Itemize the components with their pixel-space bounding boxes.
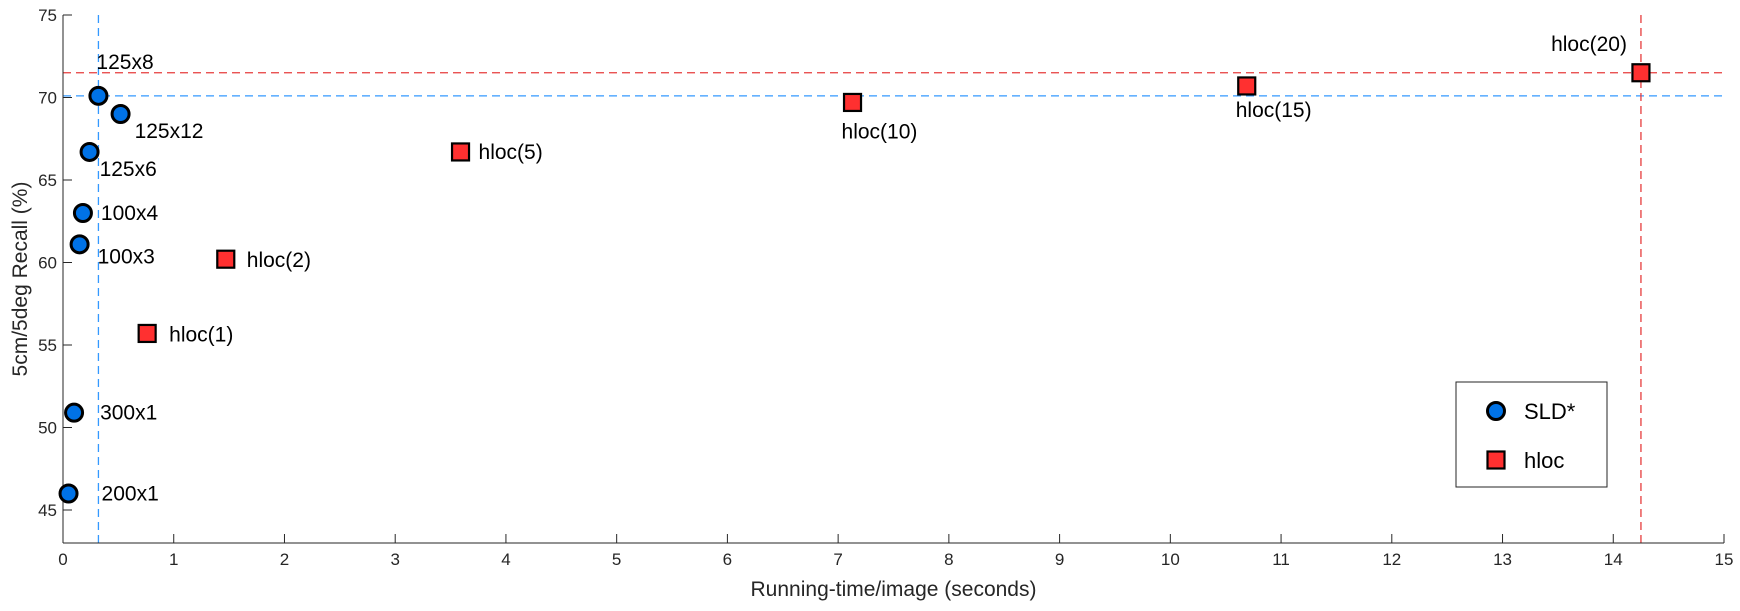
x-tick-label-5: 5: [612, 550, 621, 569]
point-hloc-2: [216, 249, 236, 269]
point-label-300x1: 300x1: [100, 402, 157, 425]
point-label-125x6: 125x6: [100, 158, 157, 181]
x-tick-label-14: 14: [1604, 550, 1623, 569]
point-125x6: [79, 141, 100, 162]
x-tick-label-2: 2: [280, 550, 289, 569]
point-label-hloc-10: hloc(10): [842, 120, 918, 143]
point-300x1: [64, 402, 85, 423]
x-tick-label-1: 1: [169, 550, 178, 569]
point-label-hloc-5: hloc(5): [479, 141, 543, 164]
point-hloc-5: [450, 142, 471, 162]
x-tick-label-12: 12: [1382, 550, 1401, 569]
y-tick-label-60: 60: [38, 254, 57, 273]
x-tick-label-10: 10: [1161, 550, 1180, 569]
point-label-125x8: 125x8: [96, 51, 153, 74]
x-axis-title: Running-time/image (seconds): [751, 578, 1037, 601]
x-tick-label-11: 11: [1272, 550, 1290, 569]
x-tick-label-13: 13: [1493, 550, 1512, 569]
point-hloc-15: [1237, 76, 1257, 96]
x-tick-label-6: 6: [723, 550, 732, 569]
point-100x4: [72, 203, 93, 223]
x-tick-label-9: 9: [1055, 550, 1064, 569]
point-hloc-10: [842, 92, 863, 113]
legend-marker-0: [1486, 401, 1506, 421]
point-label-hloc-15: hloc(15): [1236, 99, 1312, 122]
legend-marker-1: [1486, 450, 1506, 470]
y-tick-label-45: 45: [38, 501, 57, 520]
y-axis-title: 5cm/5deg Recall (%): [9, 182, 32, 377]
point-label-hloc-1: hloc(1): [169, 323, 233, 346]
x-tick-label-15: 15: [1715, 550, 1734, 569]
point-hloc-1: [137, 323, 157, 344]
x-tick-label-7: 7: [833, 550, 842, 569]
legend-box: [1455, 381, 1608, 488]
y-tick-label-55: 55: [38, 336, 57, 355]
point-100x3: [69, 234, 90, 255]
point-label-125x12: 125x12: [135, 120, 204, 143]
legend-label-0: SLD*: [1524, 399, 1576, 424]
x-tick-label-3: 3: [390, 550, 399, 569]
point-label-100x3: 100x3: [98, 245, 155, 268]
y-tick-label-50: 50: [38, 419, 57, 438]
legend: SLD* hloc: [1455, 381, 1608, 488]
x-tick-label-8: 8: [944, 550, 953, 569]
point-125x8: [88, 85, 109, 106]
data-points: [58, 63, 1651, 504]
point-label-hloc-2: hloc(2): [247, 249, 311, 272]
y-tick-label-65: 65: [38, 171, 57, 190]
point-label-200x1: 200x1: [102, 483, 159, 506]
point-hloc-20: [1631, 63, 1651, 83]
x-tick-label-4: 4: [501, 550, 510, 569]
legend-label-1: hloc: [1524, 448, 1564, 473]
y-tick-label-70: 70: [38, 89, 57, 108]
point-labels: 125x8 125x12 125x6 100x4 100x3 300x1 200x1 hloc…: [96, 33, 1627, 506]
point-125x12: [110, 104, 131, 124]
point-label-hloc-20: hloc(20): [1551, 33, 1627, 56]
x-tick-label-0: 0: [58, 550, 67, 569]
reference-lines: [63, 15, 1724, 543]
point-label-100x4: 100x4: [101, 202, 159, 225]
point-200x1: [58, 483, 79, 504]
y-tick-label-75: 75: [38, 6, 57, 25]
